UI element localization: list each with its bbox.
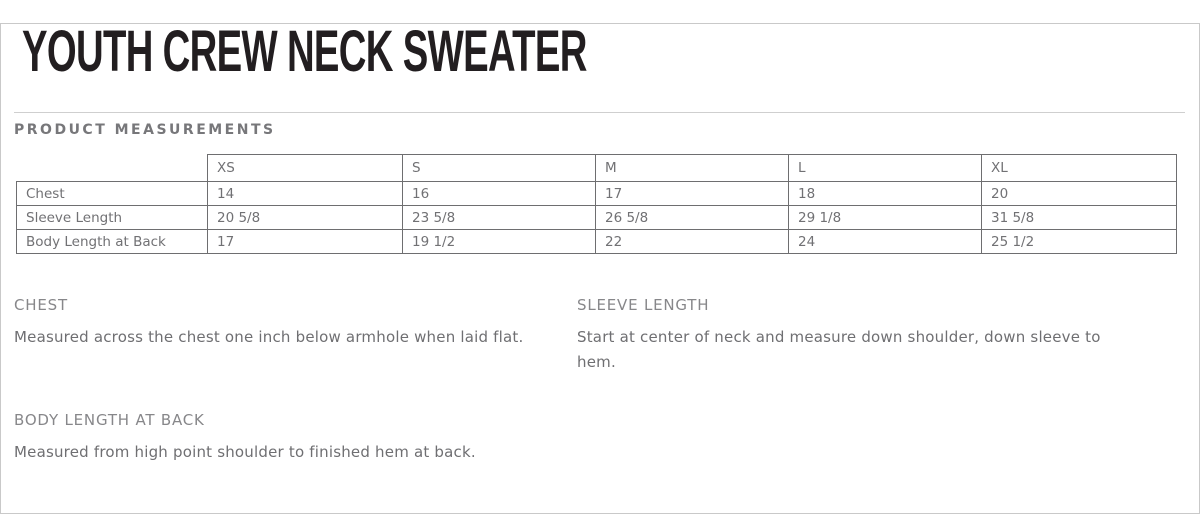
table-cell: 29 1/8 — [788, 205, 982, 230]
definition-chest: CHEST Measured across the chest one inch… — [14, 296, 577, 375]
definition-chest-text: Measured across the chest one inch below… — [14, 328, 524, 346]
empty-grid-cell — [577, 411, 1186, 465]
definition-sleeve-length-heading: SLEEVE LENGTH — [577, 296, 710, 314]
table-cell: 17 — [595, 181, 789, 206]
table-cell: 22 — [595, 229, 789, 254]
definition-chest-heading: CHEST — [14, 296, 68, 314]
product-measurements-heading: PRODUCT MEASUREMENTS — [14, 122, 276, 138]
measurement-definitions: CHEST Measured across the chest one inch… — [14, 296, 1186, 465]
table-cell: 31 5/8 — [981, 205, 1177, 230]
definition-sleeve-length: SLEEVE LENGTH Start at center of neck an… — [577, 296, 1186, 375]
size-column-header-m: M — [595, 154, 789, 182]
table-row-chest: Chest 14 16 17 18 20 — [16, 181, 1177, 206]
table-row-body-length-at-back: Body Length at Back 17 19 1/2 22 24 25 1… — [16, 229, 1177, 254]
row-label: Body Length at Back — [16, 229, 208, 254]
definition-body-length-heading: BODY LENGTH AT BACK — [14, 411, 205, 429]
row-label: Sleeve Length — [16, 205, 208, 230]
size-column-header-xs: XS — [207, 154, 403, 182]
table-cell: 26 5/8 — [595, 205, 789, 230]
table-cell: 19 1/2 — [402, 229, 596, 254]
size-column-header-xl: XL — [981, 154, 1177, 182]
table-cell: 24 — [788, 229, 982, 254]
row-label: Chest — [16, 181, 208, 206]
measurements-table: XS S M L XL Chest 14 16 17 18 20 Sleeve … — [16, 154, 1177, 254]
size-column-header-l: L — [788, 154, 982, 182]
table-cell: 17 — [207, 229, 403, 254]
table-header-row: XS S M L XL — [17, 154, 1177, 182]
table-cell: 20 — [981, 181, 1177, 206]
table-cell: 25 1/2 — [981, 229, 1177, 254]
table-corner-cell — [17, 155, 208, 182]
size-column-header-s: S — [402, 154, 596, 182]
table-cell: 18 — [788, 181, 982, 206]
table-cell: 14 — [207, 181, 403, 206]
table-row-sleeve-length: Sleeve Length 20 5/8 23 5/8 26 5/8 29 1/… — [16, 205, 1177, 230]
divider — [14, 112, 1185, 113]
table-cell: 20 5/8 — [207, 205, 403, 230]
page-title: YOUTH CREW NECK SWEATER — [22, 19, 587, 84]
definition-sleeve-length-text: Start at center of neck and measure down… — [577, 328, 1101, 371]
table-cell: 16 — [402, 181, 596, 206]
table-cell: 23 5/8 — [402, 205, 596, 230]
definition-body-length-text: Measured from high point shoulder to fin… — [14, 443, 476, 461]
definition-body-length-at-back: BODY LENGTH AT BACK Measured from high p… — [14, 411, 577, 465]
